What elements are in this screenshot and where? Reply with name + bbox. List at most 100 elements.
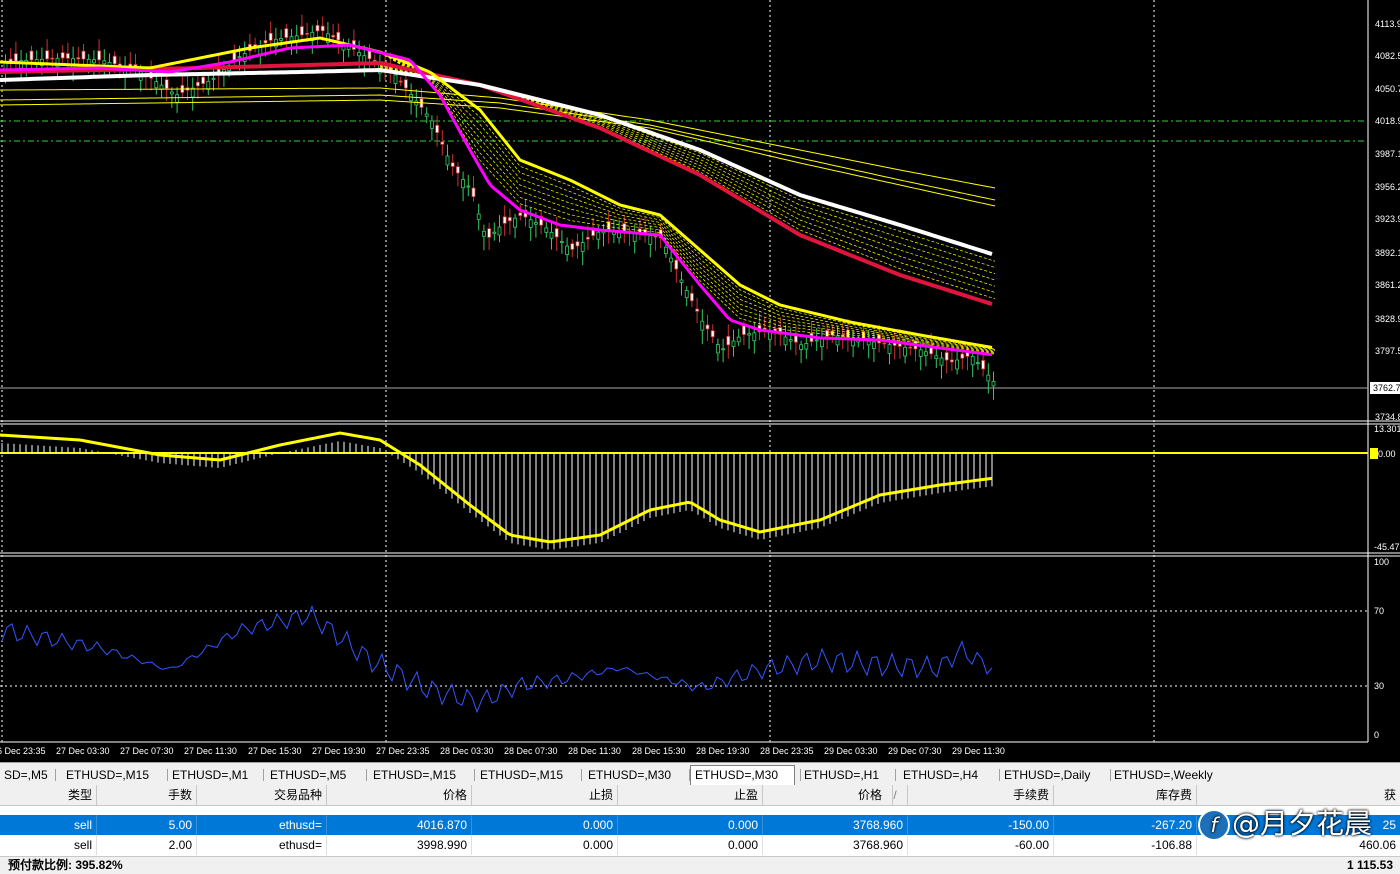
candle-body	[653, 235, 658, 238]
candle-body	[981, 360, 985, 370]
col-sl-header[interactable]: 止损	[472, 785, 618, 805]
candle-body	[944, 352, 949, 361]
time-tick-label: 29 Dec 11:30	[952, 746, 1005, 756]
candle-body	[393, 74, 398, 84]
ema-ribbon-line	[379, 52, 996, 355]
chart-tab[interactable]: ETHUSD=,Daily	[1004, 768, 1091, 782]
col-commission-header[interactable]: 手续费	[908, 785, 1054, 805]
candle-body	[570, 243, 575, 250]
candle-body	[429, 120, 434, 129]
candle-body	[788, 339, 793, 342]
chart-tab[interactable]: ETHUSD=,M30	[690, 765, 795, 785]
orders-panel: 类型 手数 交易品种 价格 止损 止盈 价格 / 手续费 库存费 获 sell …	[0, 785, 1400, 874]
candle-body	[695, 308, 699, 312]
order-row[interactable]: sell 2.00 ethusd= 3998.990 0.000 0.000 3…	[0, 835, 1400, 855]
candle-body	[320, 25, 325, 32]
candle-body	[299, 26, 304, 36]
order-commission: -150.00	[908, 815, 1054, 835]
candle-body	[726, 335, 731, 346]
order-symbol: ethusd=	[197, 815, 327, 835]
candle-body	[934, 355, 939, 359]
ema-slow-line	[0, 87, 996, 189]
candle-body	[679, 279, 684, 283]
ema-ribbon-line	[379, 52, 996, 354]
chart-tab[interactable]: ETHUSD=,M15	[373, 768, 457, 782]
col-price-header[interactable]: 价格	[763, 785, 893, 805]
candle-body	[736, 336, 741, 343]
ema-red-line	[0, 60, 993, 306]
time-tick-label: 29 Dec 03:30	[824, 746, 878, 756]
current-price-label: 3762.7	[1373, 383, 1400, 393]
tab-separator	[263, 769, 264, 781]
col-swap-header[interactable]: 库存费	[1054, 785, 1197, 805]
tab-separator	[55, 769, 56, 781]
total-profit: 1 115.53	[1346, 858, 1393, 872]
chart-tab[interactable]: ETHUSD=,M5	[270, 768, 347, 782]
margin-level-label: 预付款比例: 395.82%	[8, 858, 123, 872]
col-profit-header[interactable]: 获	[1383, 788, 1396, 802]
candle-body	[357, 52, 362, 57]
chart-tab[interactable]: ETHUSD=,H4	[903, 768, 979, 782]
col-tp-header[interactable]: 止盈	[618, 785, 763, 805]
price-tick-label: 3734.8	[1375, 412, 1400, 422]
candle-body	[669, 257, 673, 263]
col-open-price-header[interactable]: 价格	[327, 785, 472, 805]
time-tick-label: 28 Dec 15:30	[632, 746, 686, 756]
candle-body	[549, 231, 554, 239]
ema-slow-line	[0, 99, 996, 207]
chart-tab[interactable]: ETHUSD=,M1	[172, 768, 249, 782]
candle-body	[534, 222, 538, 225]
col-lots-header[interactable]: 手数	[97, 785, 197, 805]
price-tick-label: 4113.9	[1375, 19, 1400, 29]
chart-tab[interactable]: ETHUSD=,H1	[804, 768, 880, 782]
candle-body	[939, 357, 944, 366]
ema-ribbon-line	[379, 64, 996, 293]
candle-body	[367, 50, 372, 60]
candle-body	[336, 31, 341, 41]
chart-tab[interactable]: ETHUSD=,M15	[66, 768, 150, 782]
chart-tab[interactable]: ETHUSD=,M15	[480, 768, 564, 782]
candle-body	[747, 333, 751, 336]
col-symbol-header[interactable]: 交易品种	[197, 785, 327, 805]
candle-body	[674, 259, 679, 270]
tab-separator	[1110, 769, 1111, 781]
order-type: sell	[0, 815, 97, 835]
candle-body	[195, 81, 200, 87]
candle-body	[211, 77, 216, 80]
candle-body	[986, 374, 991, 382]
candle-body	[554, 228, 559, 238]
candle-body	[315, 24, 320, 32]
candle-body	[580, 242, 585, 252]
order-commission: -60.00	[908, 835, 1054, 855]
ema-ribbon-line	[379, 68, 996, 262]
rsi-tick-label: 70	[1374, 606, 1384, 616]
candle-body	[705, 324, 710, 330]
candle-body	[445, 155, 450, 166]
current-price-badge	[1370, 382, 1400, 394]
candle-body	[742, 325, 746, 335]
chart-canvas[interactable]: 4113.9 4082.5 4050.7 4018.9 3987.1 3956.2 3923…	[0, 0, 1400, 762]
candle-body	[76, 57, 81, 60]
chart-tab[interactable]: ETHUSD=,M30	[588, 768, 672, 782]
ema-yellow-line	[0, 36, 993, 349]
candle-body	[565, 245, 569, 255]
candle-body	[830, 330, 835, 336]
col-type-header[interactable]: 类型	[0, 785, 97, 805]
candle-body	[825, 330, 829, 337]
candle-body	[206, 80, 211, 90]
order-row[interactable]: sell 5.00 ethusd= 4016.870 0.000 0.000 3…	[0, 815, 1400, 835]
chart-tab[interactable]: ETHUSD=,Weekly	[1114, 768, 1213, 782]
candle-body	[560, 241, 564, 243]
chart-tab[interactable]: SD=,M5	[4, 768, 48, 782]
candle-body	[872, 341, 876, 349]
time-tick-label: 28 Dec 07:30	[504, 746, 558, 756]
candle-body	[497, 226, 502, 236]
time-tick-label: 27 Dec 15:30	[248, 746, 302, 756]
order-profit: 460.06	[1359, 838, 1396, 852]
ema-slow-line	[0, 94, 996, 201]
candle-body	[804, 342, 809, 350]
time-tick-label: 27 Dec 03:30	[56, 746, 110, 756]
time-tick-label: 28 Dec 03:30	[440, 746, 494, 756]
price-chart[interactable]: 4113.9 4082.5 4050.7 4018.9 3987.1 3956.2 3923…	[0, 0, 1400, 762]
price-tick-label: 3956.2	[1375, 182, 1400, 192]
